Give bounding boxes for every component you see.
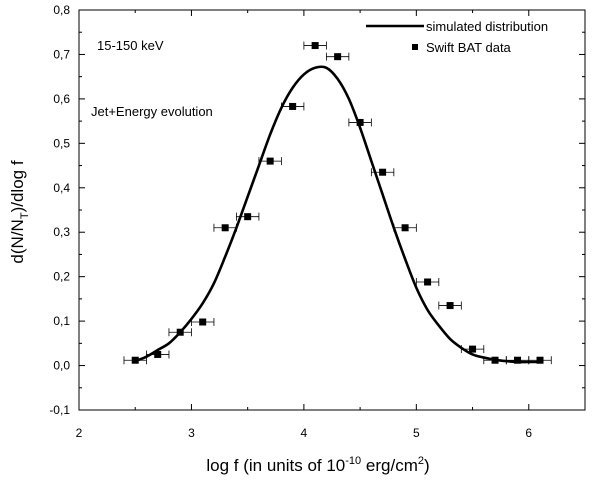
y-tick-label: 0,4 (53, 181, 70, 195)
legend-label-swift: Swift BAT data (426, 40, 512, 55)
data-point (191, 318, 215, 326)
data-marker (446, 302, 454, 310)
data-point (280, 102, 305, 111)
y-axis-title-sub: T (19, 212, 31, 219)
points-layer (123, 41, 552, 365)
x-tick-label: 3 (188, 426, 195, 440)
y-tick-label: 0,0 (53, 359, 70, 373)
annotation-model: Jet+Energy evolution (91, 104, 213, 119)
y-tick-label: 0,8 (53, 3, 70, 17)
axis-ticks (78, 9, 585, 411)
data-point (348, 118, 372, 127)
x-axis-title-close: ) (424, 456, 430, 475)
y-axis-title-rest: )/dlog f (8, 160, 27, 212)
x-axis-title-unit-exp: 2 (418, 455, 424, 467)
y-tick-label: 0,6 (53, 92, 70, 106)
simulated-distribution-line (134, 65, 541, 364)
data-marker (491, 356, 499, 364)
x-axis-title-unit: erg/cm (361, 456, 418, 475)
curve-layer (134, 65, 541, 364)
data-point (325, 52, 350, 61)
x-axis-title-exp: -10 (345, 455, 361, 467)
legend: simulated distribution Swift BAT data (366, 19, 548, 55)
data-point (236, 212, 260, 221)
data-point (146, 350, 170, 359)
data-marker (199, 318, 207, 326)
tick-labels: 2 3 4 5 6 -0,1 0,0 0,1 0,2 0,3 0,4 0,5 0,6 0,7 0,8 (49, 3, 532, 440)
data-marker (401, 224, 409, 232)
data-marker (289, 102, 297, 110)
y-tick-label: 0,1 (53, 314, 70, 328)
data-marker (469, 345, 477, 353)
y-tick-label: 0,5 (53, 136, 70, 150)
data-marker (176, 328, 184, 336)
x-tick-label: 5 (413, 426, 420, 440)
x-tick-label: 4 (301, 426, 308, 440)
data-marker (311, 42, 319, 50)
data-marker (514, 356, 522, 364)
data-point (370, 168, 395, 177)
data-marker (244, 213, 252, 221)
legend-label-simulated: simulated distribution (426, 19, 548, 34)
y-tick-label: 0,3 (53, 225, 70, 239)
y-axis-title: d(N/NT)/dlog f (8, 160, 31, 263)
legend-point-swatch (412, 44, 418, 50)
annotation-energy-band: 15-150 keV (97, 38, 164, 53)
data-marker (536, 356, 544, 364)
x-axis-title: log f (in units of 10-10 erg/cm2) (206, 455, 429, 475)
data-point (393, 223, 417, 232)
data-point (438, 301, 462, 310)
data-marker (221, 224, 229, 232)
data-marker (154, 350, 162, 358)
x-tick-label: 6 (525, 426, 532, 440)
data-marker (424, 278, 432, 286)
data-marker (379, 168, 387, 176)
data-point (528, 356, 552, 365)
plot-border (78, 9, 586, 411)
data-point (213, 223, 237, 232)
data-marker (334, 53, 342, 61)
data-marker (266, 157, 274, 165)
y-tick-label: 0,7 (53, 47, 70, 61)
y-tick-label: 0,2 (53, 270, 70, 284)
data-point (168, 328, 192, 337)
data-point (303, 41, 327, 50)
y-axis-title-main: d(N/N (8, 219, 27, 263)
data-point (415, 278, 440, 286)
x-tick-label: 2 (76, 426, 83, 440)
y-tick-label: -0,1 (49, 403, 70, 417)
data-point (258, 157, 282, 166)
data-point (460, 345, 485, 354)
data-marker (131, 356, 139, 364)
x-axis-title-main: log f (in units of 10 (206, 456, 345, 475)
plot-frame (78, 9, 586, 411)
data-marker (356, 118, 364, 126)
